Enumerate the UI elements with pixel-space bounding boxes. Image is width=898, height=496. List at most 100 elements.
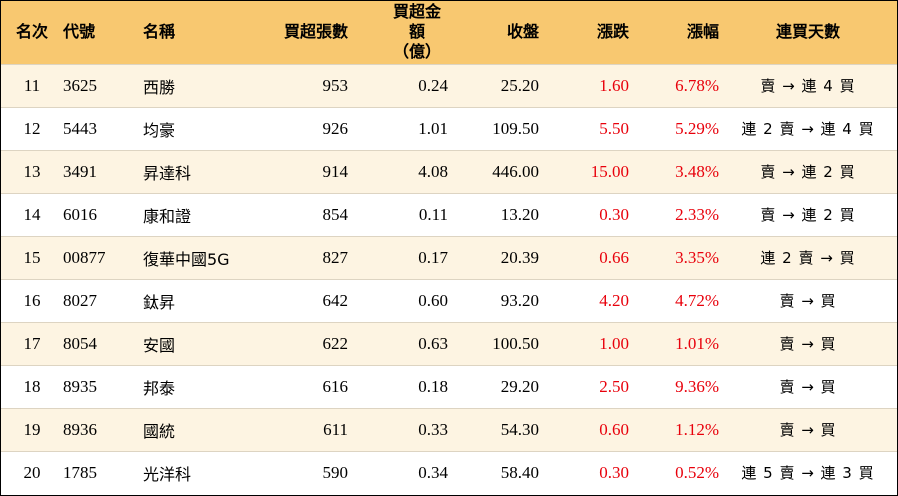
cell-rank: 16 — [23, 290, 41, 310]
cell-close: 109.50 — [492, 118, 539, 138]
header-close: 收盤 — [506, 22, 539, 42]
cell-amount: 0.17 — [418, 247, 448, 267]
cell-name: 國統 — [143, 421, 176, 441]
cell-lots: 622 — [322, 333, 349, 353]
cell-change: 1.00 — [599, 333, 629, 353]
cell-rank: 15 — [23, 247, 41, 267]
cell-streak: 賣 → 買 — [779, 335, 837, 353]
cell-rank: 20 — [23, 462, 41, 482]
header-amount: 買超金額 （億） — [348, 1, 448, 64]
cell-lots: 590 — [322, 462, 349, 482]
cell-amount: 0.33 — [418, 419, 448, 439]
cell-change: 5.50 — [599, 118, 629, 138]
table-row: 20 1785 光洋科 590 0.34 58.40 0.30 0.52% 連 5 賣 → 連 … — [1, 451, 897, 494]
cell-lots: 926 — [322, 118, 349, 138]
cell-close: 100.50 — [492, 333, 539, 353]
cell-name: 康和證 — [143, 206, 192, 226]
header-row: 名次 代號 名稱 買超張數 買超金額 （億） 收盤 漲跌 漲幅 連買天數 — [1, 1, 897, 64]
cell-streak: 賣 → 買 — [779, 421, 837, 439]
cell-code: 6016 — [63, 204, 97, 224]
table-row: 19 8936 國統 611 0.33 54.30 0.60 1.12% 賣 → 買 — [1, 408, 897, 451]
cell-rank: 11 — [23, 75, 41, 95]
header-code: 代號 — [63, 22, 96, 42]
cell-code: 8054 — [63, 333, 97, 353]
cell-amount: 4.08 — [418, 161, 448, 181]
cell-close: 13.20 — [500, 204, 539, 224]
cell-lots: 616 — [322, 376, 349, 396]
cell-pct: 6.78% — [675, 75, 719, 95]
cell-change: 4.20 — [599, 290, 629, 310]
cell-pct: 1.12% — [675, 419, 719, 439]
cell-rank: 18 — [23, 376, 41, 396]
cell-pct: 1.01% — [675, 333, 719, 353]
cell-pct: 3.48% — [675, 161, 719, 181]
table-body: 11 3625 西勝 953 0.24 25.20 1.60 6.78% 賣 → 連 4 買 12… — [1, 64, 897, 494]
header-name: 名稱 — [143, 22, 176, 42]
cell-change: 15.00 — [590, 161, 629, 181]
cell-code: 00877 — [63, 247, 106, 267]
cell-lots: 953 — [322, 75, 349, 95]
cell-code: 8027 — [63, 290, 97, 310]
cell-code: 3491 — [63, 161, 97, 181]
cell-name: 復華中國5G — [143, 249, 230, 269]
cell-code: 8935 — [63, 376, 97, 396]
table-row: 12 5443 均豪 926 1.01 109.50 5.50 5.29% 連 2 賣 → 連 … — [1, 107, 897, 150]
cell-close: 29.20 — [500, 376, 539, 396]
cell-pct: 4.72% — [675, 290, 719, 310]
header-amount-line2: （億） — [392, 42, 441, 62]
cell-close: 93.20 — [500, 290, 539, 310]
cell-name: 鈦昇 — [143, 292, 176, 312]
cell-name: 光洋科 — [143, 464, 192, 484]
cell-amount: 0.18 — [418, 376, 448, 396]
cell-name: 安國 — [143, 335, 176, 355]
table-row: 18 8935 邦泰 616 0.18 29.20 2.50 9.36% 賣 → 買 — [1, 365, 897, 408]
header-streak: 連買天數 — [775, 22, 840, 42]
cell-pct: 0.52% — [675, 462, 719, 482]
cell-amount: 0.11 — [418, 204, 448, 224]
cell-change: 1.60 — [599, 75, 629, 95]
table-row: 13 3491 昇達科 914 4.08 446.00 15.00 3.48% 賣 → 連 2 … — [1, 150, 897, 193]
header-rank: 名次 — [15, 22, 48, 42]
cell-lots: 854 — [322, 204, 349, 224]
cell-code: 3625 — [63, 75, 97, 95]
cell-rank: 19 — [23, 419, 41, 439]
header-lots: 買超張數 — [283, 22, 348, 42]
cell-name: 西勝 — [143, 77, 176, 97]
cell-name: 邦泰 — [143, 378, 176, 398]
cell-lots: 611 — [323, 419, 348, 439]
cell-streak: 連 5 賣 → 連 3 買 — [741, 464, 875, 483]
table-row: 11 3625 西勝 953 0.24 25.20 1.60 6.78% 賣 → 連 4 買 — [1, 64, 897, 107]
cell-streak: 賣 → 買 — [779, 378, 837, 396]
cell-close: 20.39 — [500, 247, 539, 267]
cell-pct: 5.29% — [675, 118, 719, 138]
cell-rank: 13 — [23, 161, 41, 181]
table-row: 16 8027 鈦昇 642 0.60 93.20 4.20 4.72% 賣 → 買 — [1, 279, 897, 322]
cell-streak: 連 2 賣 → 連 4 買 — [741, 120, 875, 138]
cell-change: 0.66 — [599, 247, 629, 267]
cell-name: 均豪 — [143, 120, 176, 140]
cell-pct: 3.35% — [675, 247, 719, 267]
cell-name: 昇達科 — [143, 163, 192, 183]
cell-code: 1785 — [63, 462, 97, 482]
header-change: 漲跌 — [596, 22, 629, 42]
cell-amount: 0.34 — [418, 462, 448, 482]
cell-lots: 914 — [322, 161, 349, 181]
table-row: 17 8054 安國 622 0.63 100.50 1.00 1.01% 賣 → 買 — [1, 322, 897, 365]
cell-close: 58.40 — [500, 462, 539, 482]
cell-pct: 2.33% — [675, 204, 719, 224]
table-row: 14 6016 康和證 854 0.11 13.20 0.30 2.33% 賣 → 連 2 買 — [1, 193, 897, 236]
cell-streak: 賣 → 買 — [779, 292, 837, 310]
cell-rank: 14 — [23, 204, 41, 224]
cell-change: 0.30 — [599, 462, 629, 482]
cell-change: 0.60 — [599, 419, 629, 439]
cell-streak: 賣 → 連 2 買 — [760, 163, 856, 181]
cell-streak: 賣 → 連 2 買 — [760, 206, 856, 224]
cell-rank: 12 — [23, 118, 41, 138]
cell-lots: 642 — [322, 290, 349, 310]
cell-change: 2.50 — [599, 376, 629, 396]
cell-code: 5443 — [63, 118, 97, 138]
cell-change: 0.30 — [599, 204, 629, 224]
cell-amount: 1.01 — [418, 118, 448, 138]
